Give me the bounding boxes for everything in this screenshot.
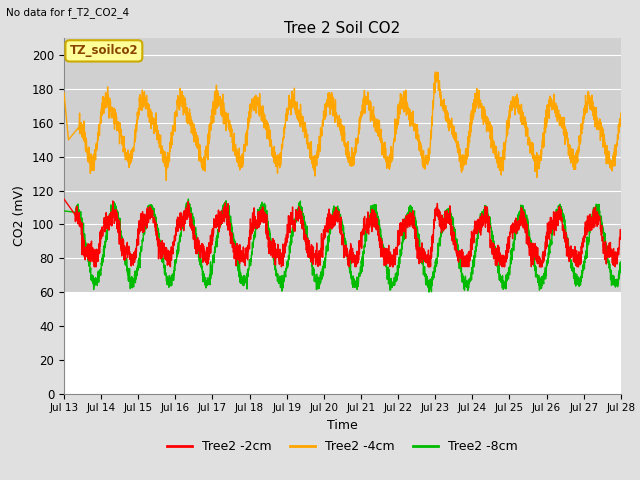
Title: Tree 2 Soil CO2: Tree 2 Soil CO2 [284, 21, 401, 36]
X-axis label: Time: Time [327, 419, 358, 432]
Text: No data for f_T2_CO2_4: No data for f_T2_CO2_4 [6, 7, 129, 18]
Bar [64, 38, 621, 292]
Legend: Tree2 -2cm, Tree2 -4cm, Tree2 -8cm: Tree2 -2cm, Tree2 -4cm, Tree2 -8cm [162, 435, 523, 458]
Y-axis label: CO2 (mV): CO2 (mV) [13, 186, 26, 246]
Text: TZ_soilco2: TZ_soilco2 [70, 44, 138, 58]
